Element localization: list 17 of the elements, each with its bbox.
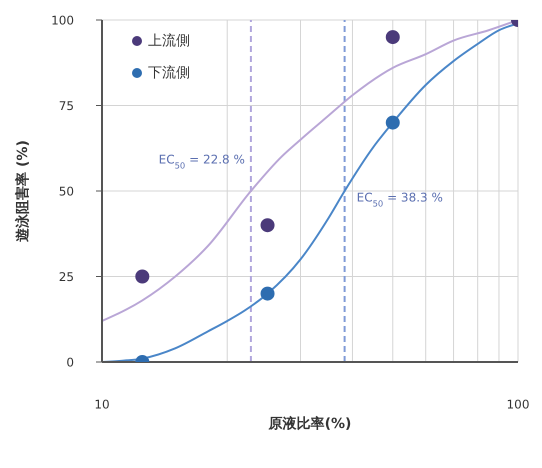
- point: [386, 30, 400, 44]
- ref-line-label: EC$_{50}$ = 22.8 %: [158, 152, 245, 171]
- legend-label: 下流側: [148, 64, 190, 82]
- y-axis-title: 遊泳阻害率 (%): [14, 140, 31, 242]
- x-tick-label: 10: [94, 398, 110, 412]
- point: [260, 218, 275, 232]
- y-tick-label: 50: [58, 184, 74, 198]
- point: [386, 116, 400, 130]
- y-tick-label: 25: [58, 270, 74, 284]
- x-axis-title: 原液比率(%): [268, 415, 352, 432]
- y-tick-label: 75: [58, 98, 74, 113]
- point: [135, 270, 150, 284]
- legend-label: 上流側: [148, 32, 190, 50]
- ref-line-label: EC$_{50}$ = 38.3 %: [356, 190, 443, 208]
- y-tick-label: 0: [66, 355, 74, 370]
- y-tick-label: 100: [51, 13, 74, 28]
- point: [260, 286, 275, 301]
